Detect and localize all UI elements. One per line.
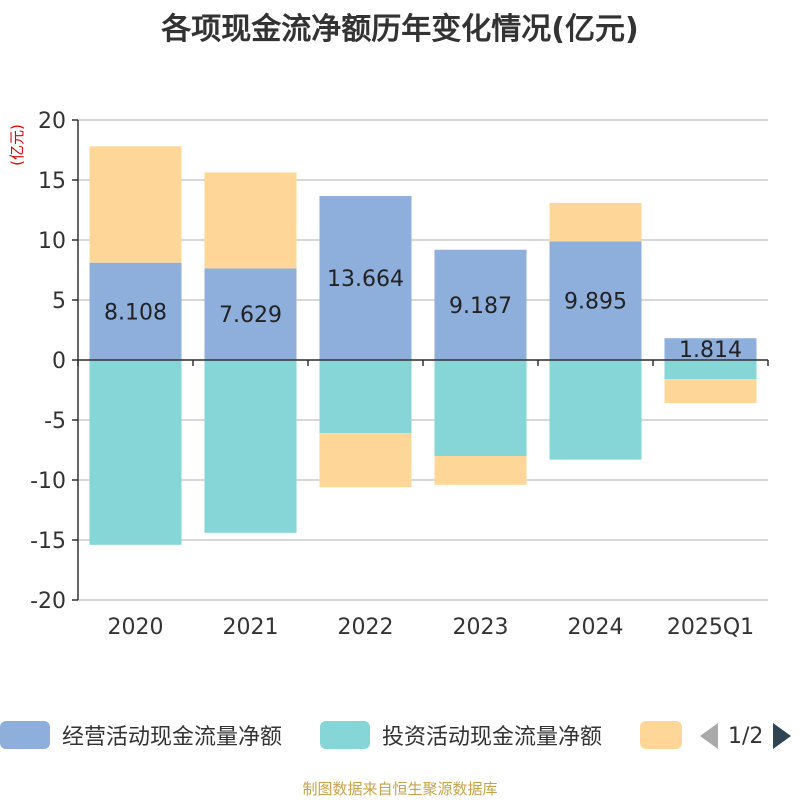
bar-segment[interactable] bbox=[319, 196, 412, 360]
y-tick-label: 15 bbox=[38, 169, 66, 194]
x-tick-label: 2024 bbox=[568, 615, 624, 640]
x-tick-label: 2022 bbox=[338, 615, 394, 640]
bar-segment[interactable] bbox=[434, 249, 527, 360]
bar-segment[interactable] bbox=[319, 360, 412, 434]
legend-label-operating: 经营活动现金流量净额 bbox=[62, 725, 283, 750]
data-labels: 8.108 7.629 13.664 9.187 9.895 1.814 bbox=[104, 267, 742, 363]
x-tick-label: 2023 bbox=[453, 615, 509, 640]
x-tick-label: 2021 bbox=[223, 615, 279, 640]
bar-segment[interactable] bbox=[549, 202, 642, 242]
data-label: 9.187 bbox=[449, 294, 512, 319]
chart-title: 各项现金流净额历年变化情况(亿元) bbox=[161, 12, 639, 47]
y-tick-label: -15 bbox=[30, 529, 66, 554]
y-tick-label: -10 bbox=[30, 469, 66, 494]
legend-pager: 1/2 bbox=[700, 718, 792, 754]
bars bbox=[89, 146, 757, 545]
data-label: 1.814 bbox=[679, 338, 742, 363]
bar-segment[interactable] bbox=[434, 360, 527, 456]
y-axis-label: (亿元) bbox=[8, 124, 26, 166]
bar-segment[interactable] bbox=[664, 360, 757, 380]
legend-next-arrow-icon[interactable] bbox=[773, 723, 792, 749]
y-tick-label: 20 bbox=[38, 109, 66, 134]
x-tick-label: 2025Q1 bbox=[667, 615, 754, 640]
y-tick-label: -5 bbox=[44, 409, 66, 434]
data-label: 9.895 bbox=[564, 290, 627, 315]
legend-label-investing: 投资活动现金流量净额 bbox=[382, 725, 603, 750]
legend-swatch-investing bbox=[320, 721, 370, 749]
bar-segment[interactable] bbox=[549, 241, 642, 360]
data-label: 13.664 bbox=[327, 267, 404, 292]
legend-page-indicator: 1/2 bbox=[728, 723, 764, 749]
bar-segment[interactable] bbox=[434, 456, 527, 485]
legend-item-investing[interactable]: 投资活动现金流量净额 bbox=[320, 720, 602, 750]
y-tick-label: 0 bbox=[52, 349, 66, 374]
legend-swatch-financing bbox=[640, 721, 682, 749]
bar-segment[interactable] bbox=[204, 360, 297, 533]
bar-segment[interactable] bbox=[89, 262, 182, 360]
data-label: 7.629 bbox=[219, 303, 282, 328]
bar-segment[interactable] bbox=[204, 172, 297, 269]
legend-item-financing[interactable] bbox=[640, 720, 682, 750]
grid-lines bbox=[78, 119, 768, 601]
bar-segment[interactable] bbox=[89, 146, 182, 263]
data-source-note: 制图数据来自恒生聚源数据库 bbox=[302, 780, 498, 798]
x-tick-label: 2020 bbox=[108, 615, 164, 640]
y-tick-label: 10 bbox=[38, 229, 66, 254]
legend-item-operating[interactable]: 经营活动现金流量净额 bbox=[0, 720, 282, 750]
bar-segment[interactable] bbox=[664, 379, 757, 404]
bar-segment[interactable] bbox=[549, 360, 642, 460]
legend-swatch-operating bbox=[0, 721, 50, 749]
bar-segment[interactable] bbox=[89, 360, 182, 545]
bar-segment[interactable] bbox=[204, 268, 297, 360]
chart-plot: 20 15 10 5 0 -5 -10 -15 -20 2020 2021 2022 2023 2024 2… bbox=[8, 109, 769, 640]
bar-segment[interactable] bbox=[664, 338, 757, 360]
legend: 经营活动现金流量净额 投资活动现金流量净额 1/2 bbox=[0, 716, 800, 756]
axes: 20 15 10 5 0 -5 -10 -15 -20 2020 2021 2022 2023 2024 2… bbox=[30, 109, 769, 640]
bar-segment[interactable] bbox=[319, 433, 412, 488]
y-tick-label: -20 bbox=[30, 589, 66, 614]
legend-prev-arrow-icon[interactable] bbox=[700, 723, 718, 749]
data-label: 8.108 bbox=[104, 300, 167, 325]
y-tick-label: 5 bbox=[52, 289, 66, 314]
